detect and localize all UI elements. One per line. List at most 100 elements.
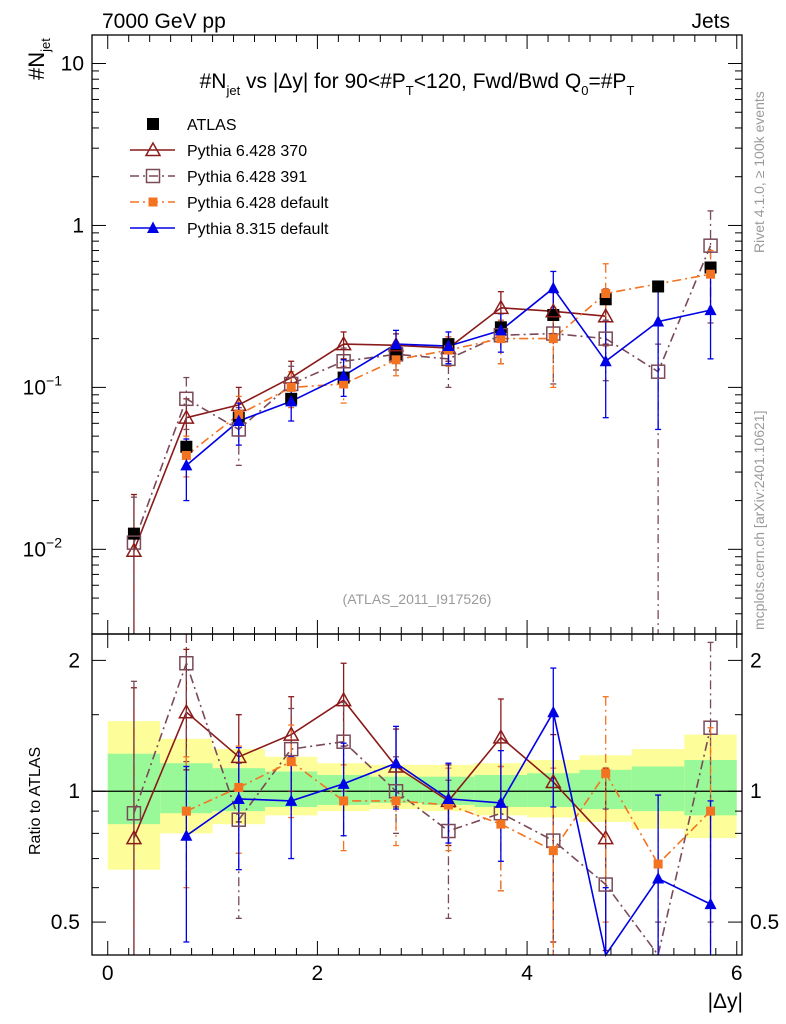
ratio-marker-3-9: [652, 871, 665, 884]
ratio-marker-2-5: [443, 800, 453, 810]
ratio-marker-2-9: [653, 859, 663, 869]
main-marker-2-11: [703, 238, 718, 253]
main-marker-2-9: [598, 331, 613, 346]
axes: 10−2 10−1 1 10 0 2 4 6 0.5 0.5 1 1 2 2: [23, 34, 779, 985]
main-ylabel: #Njet: [24, 38, 53, 80]
legend-label-2: Pythia 6.428 391: [187, 169, 307, 186]
ratio-marker-0-8: [545, 773, 562, 789]
main-marker-3-4: [391, 355, 401, 365]
x-tick-label-1: 2: [312, 962, 324, 985]
main-marker-0-0: [127, 527, 140, 540]
ratio-marker-3-0: [180, 829, 193, 841]
legend-marker-2: [145, 168, 161, 184]
ratio-marker-2-4: [391, 796, 401, 806]
legend-label-1: Pythia 6.428 370: [187, 143, 307, 160]
ratio-marker-1-0: [126, 805, 142, 821]
main-marker-4-7: [547, 281, 560, 294]
legend-label-4: Pythia 8.315 default: [187, 221, 329, 238]
main-marker-4-3: [337, 369, 350, 381]
ratio-marker-1-9: [598, 877, 613, 892]
main-marker-4-10: [704, 303, 717, 316]
main-marker-1-0: [125, 542, 143, 557]
legend-label-0: ATLAS: [187, 117, 237, 134]
mcplots-label: mcplots.cern.ch [arXiv:2401.10621]: [751, 411, 767, 630]
svg-text:#Njet: #Njet: [24, 38, 53, 80]
ratio-marker-0-4: [335, 691, 352, 707]
ratio-marker-3-2: [285, 794, 298, 806]
header-left: 7000 GeV pp: [102, 10, 226, 33]
ratio-ytick-label-2: 2: [68, 649, 80, 672]
ratio-ylabel: Ratio to ATLAS: [27, 747, 44, 855]
x-tick-label-3: 6: [731, 962, 743, 985]
main-marker-4-4: [390, 337, 403, 350]
ratio-ytick-label-right-0: 0.5: [750, 911, 779, 934]
main-marker-3-9: [706, 269, 716, 279]
ratio-ytick-label-right-1: 1: [750, 780, 762, 803]
main-marker-1-9: [597, 307, 614, 323]
ratio-marker-3-7: [547, 705, 560, 718]
main-marker-0-1: [180, 440, 193, 453]
ratio-marker-3-1: [232, 792, 245, 804]
main-ytick-label-1: 10−1: [23, 372, 63, 399]
ratio-frame: [91, 633, 743, 956]
main-marker-4-9: [652, 315, 665, 327]
legend-marker-0: [147, 118, 159, 130]
legend-marker-3: [148, 197, 158, 207]
ratio-marker-2-1: [234, 782, 244, 792]
ratio-line-1: [133, 660, 712, 957]
ratio-marker-2-6: [496, 819, 506, 829]
main-marker-4-5: [442, 339, 455, 352]
main-line-1: [133, 306, 606, 551]
main-line-4: [185, 287, 711, 467]
chart-title: #Njet vs |Δy| for 90<#PT<120, Fwd/Bwd Q0…: [200, 70, 635, 98]
legend: ATLAS Pythia 6.428 370 Pythia 6.428 391 Pyt…: [130, 117, 329, 238]
main-marker-0-10: [652, 280, 665, 293]
legend-label-3: Pythia 6.428 default: [187, 195, 329, 212]
ratio-marker-1-4: [336, 734, 351, 749]
ratio-marker-3-3: [337, 777, 350, 789]
ratio-ytick-label-1: 1: [68, 780, 80, 803]
ratio-marker-0-0: [125, 829, 143, 845]
ratio-marker-3-5: [442, 792, 455, 804]
ratio-marker-1-3: [283, 741, 299, 757]
ratio-marker-2-8: [601, 768, 611, 778]
header-right: Jets: [691, 10, 730, 33]
ratio-marker-0-9: [597, 829, 614, 845]
legend-marker-1: [144, 141, 162, 157]
main-marker-3-2: [286, 382, 296, 392]
main-ytick-label-2: 1: [72, 214, 84, 237]
x-tick-label-2: 4: [521, 962, 533, 985]
ratio-marker-0-3: [282, 726, 300, 741]
main-marker-2-4: [336, 354, 351, 369]
series-lines: [130, 210, 714, 957]
ratio-marker-2-10: [706, 806, 716, 816]
main-marker-3-6: [496, 334, 506, 344]
main-marker-4-6: [494, 323, 507, 336]
ratio-line-0: [133, 699, 607, 839]
ratio-marker-0-2: [230, 748, 248, 764]
main-marker-3-3: [339, 379, 349, 389]
series-markers: [125, 238, 718, 910]
main-marker-1-4: [335, 335, 352, 351]
main-marker-2-0: [126, 535, 142, 550]
main-marker-2-1: [179, 391, 194, 407]
main-marker-3-8: [601, 289, 611, 299]
ratio-marker-1-11: [703, 720, 718, 735]
main-marker-1-1: [178, 409, 195, 424]
ratio-marker-3-6: [494, 796, 507, 808]
ratio-marker-3-4: [390, 756, 403, 769]
legend-marker-4: [147, 221, 159, 233]
ratio-ytick-label-right-2: 2: [750, 649, 762, 672]
main-ytick-label-3: 10: [61, 53, 84, 76]
main-marker-3-0: [181, 450, 191, 460]
main-marker-3-7: [548, 334, 558, 344]
main-marker-2-10: [650, 364, 666, 379]
main-marker-4-2: [285, 394, 298, 407]
ratio-marker-2-0: [181, 806, 191, 816]
ratio-marker-2-7: [548, 846, 558, 856]
rivet-label: Rivet 4.1.0, ≥ 100k events: [751, 91, 767, 253]
ratio-marker-1-2: [231, 812, 247, 827]
ratio-marker-0-7: [492, 728, 510, 744]
ratio-marker-1-1: [179, 655, 194, 671]
